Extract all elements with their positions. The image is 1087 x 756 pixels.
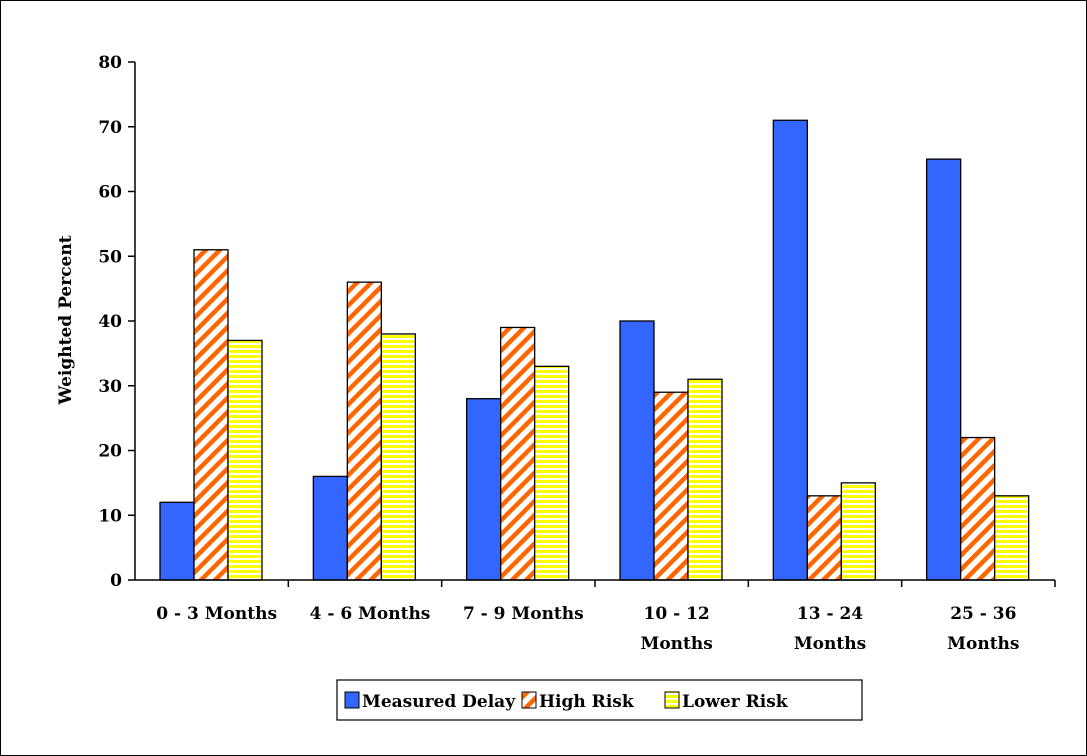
legend-box: [336, 679, 863, 721]
x-category-label: 13 - 24: [797, 604, 863, 624]
lower-risk-bar: [840, 482, 876, 581]
x-category-label: 10 - 12: [644, 604, 710, 624]
lower-risk-bar: [534, 365, 570, 581]
y-tick-label: 80: [98, 53, 122, 73]
y-tick-label: 60: [98, 183, 122, 203]
x-category-label: 7 - 9 Months: [463, 604, 584, 624]
x-category-label: 25 - 36: [950, 604, 1016, 624]
legend-swatch-measured-delay: [344, 691, 360, 709]
lower-risk-bar: [380, 333, 416, 581]
high-risk-bar: [500, 326, 536, 581]
lower-risk-bar: [687, 378, 723, 581]
high-risk-bar: [653, 391, 689, 581]
measured-delay-bar: [772, 119, 808, 581]
legend-swatch-high-risk: [521, 691, 537, 709]
legend-label-measured-delay: Measured Delay: [362, 692, 516, 712]
legend-swatch-lower-risk: [664, 691, 680, 709]
measured-delay-bar: [466, 398, 502, 581]
high-risk-bar: [960, 436, 996, 581]
lower-risk-bar: [994, 495, 1030, 581]
y-tick-label: 0: [110, 571, 122, 591]
y-tick-label: 10: [98, 506, 122, 526]
measured-delay-bar: [619, 320, 655, 581]
y-axis-label: Weighted Percent: [56, 235, 76, 405]
x-category-label: Months: [947, 634, 1019, 654]
x-category-label: Months: [641, 634, 713, 654]
high-risk-bar: [193, 249, 229, 581]
x-category-label: Months: [794, 634, 866, 654]
y-tick-label: 40: [98, 312, 122, 332]
lower-risk-bar: [227, 339, 263, 581]
legend-label-lower-risk: Lower Risk: [682, 692, 789, 712]
y-tick-label: 20: [98, 442, 122, 462]
y-tick-label: 70: [98, 118, 122, 138]
x-category-label: 0 - 3 Months: [156, 604, 277, 624]
measured-delay-bar: [159, 501, 195, 581]
measured-delay-bar: [312, 475, 348, 581]
y-tick-label: 50: [98, 247, 122, 267]
x-category-label: 4 - 6 Months: [310, 604, 431, 624]
high-risk-bar: [346, 281, 382, 581]
high-risk-bar: [806, 495, 842, 581]
y-tick-label: 30: [98, 377, 122, 397]
measured-delay-bar: [926, 158, 962, 581]
legend-label-high-risk: High Risk: [539, 692, 635, 712]
